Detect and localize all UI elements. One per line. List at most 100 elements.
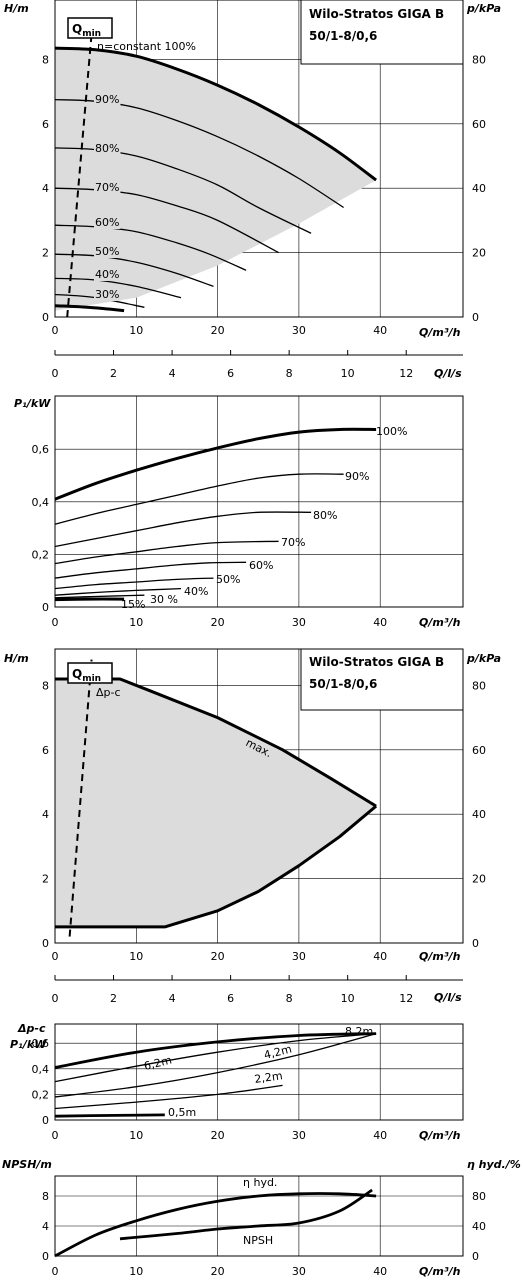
qmin-line [68,659,93,937]
flow-ls-axis-2: Q/l/s 0 2 4 6 8 10 12 [52,975,463,1005]
label-bg [94,181,121,194]
qmin-label: Qmin [72,22,101,39]
x-ticks: 0 10 20 30 40 [52,324,388,337]
title-model: 50/1-8/0,6 [309,29,377,43]
x-tick-label: 40 [373,1129,387,1142]
curve-label: 50% [216,573,240,586]
y2-tick-label: 20 [472,247,486,260]
y-tick-label: 8 [42,679,49,692]
curve-label: 40% [184,585,208,598]
x-tick-label: 10 [129,1265,143,1278]
x-tick-label: 30 [292,616,306,629]
ls-ticks: 0 2 4 6 8 10 12 [52,350,413,380]
subtitle-n-constant: n=constant 100% [97,40,196,53]
y-ticks: 0 0,2 0,4 0,6 [32,1037,50,1127]
curve-label: 2,2m [254,1069,284,1086]
power-curve-80 [54,511,312,548]
curve-40pct [54,277,182,299]
y-tick-label: 0 [42,1250,49,1263]
y2-ticks: 0 20 40 60 80 [472,679,486,950]
y-axis-label-p1: P₁/kW [10,1038,47,1051]
x-tick-label: 0 [52,324,59,337]
npsh-curve [119,1188,373,1241]
x-tick-label: 20 [211,616,225,629]
curve-label: NPSH [243,1234,273,1247]
power-curve-70 [54,540,279,565]
y2-tick-label: 40 [472,808,486,821]
x-tick-label: 0 [52,1265,59,1278]
y-tick-label: 0 [42,311,49,324]
grid [55,396,463,607]
ls-tick-label: 10 [341,992,355,1005]
power-curves-chart: P₁/kW Q/m³/h 0 10 20 30 40 0 0,2 0,4 0,6 100% 90… [14,395,464,629]
dpc-power-chart: Δp-c P₁/kW Q/m³/h 0 10 20 30 40 0 0,2 0,4 0,6 8… [10,1022,464,1142]
x-tick-label: 40 [373,616,387,629]
y2-tick-label: 80 [472,53,486,66]
title-model: 50/1-8/0,6 [309,677,377,691]
curve-60pct [54,224,247,271]
y-axis-label-npsh: NPSH/m [2,1158,52,1171]
dpc-power-curve-62m [54,1032,377,1083]
curve-100pct [54,46,377,182]
curve-max [55,677,377,808]
ls-tick-label: 10 [341,367,355,380]
y2-ticks: 0 40 80 [472,1190,486,1263]
x-axis-label-q: Q/m³/h [419,950,461,963]
x-tick-label: 20 [211,1129,225,1142]
ls-tick-label: 4 [169,367,176,380]
power-curves [54,1032,377,1118]
y2-tick-label: 80 [472,1190,486,1203]
y-tick-label: 0,4 [32,496,50,509]
ls-tick-label: 6 [227,992,234,1005]
y2-tick-label: 0 [472,311,479,324]
dpc-power-curve-82m [54,1032,377,1069]
y-tick-label: 0,2 [32,548,50,561]
curve-label: η hyd. [243,1176,277,1189]
x-tick-label: 20 [211,1265,225,1278]
power-curve-90 [54,473,344,525]
x-ticks: 0 10 20 30 40 [52,1265,388,1278]
y2-tick-label: 60 [472,744,486,757]
y2-ticks: 0 20 40 60 80 [472,53,486,324]
y-tick-label: 0 [42,601,49,614]
x-tick-label: 30 [292,1129,306,1142]
curve-labels: 90% 80% 70% 60% 50% 40% 30% [94,93,121,301]
head-curves-chart: Wilo-Stratos GIGA B 50/1-8/0,6 Qmin H/m … [4,0,501,339]
y2-tick-label: 0 [472,1250,479,1263]
x-axis-label-q: Q/m³/h [419,1129,461,1142]
curve-label: 90% [95,93,119,106]
y-ticks: 0 0,2 0,4 0,6 [32,443,50,614]
x-axis-label-q: Q/m³/h [419,616,461,629]
x-tick-label: 10 [129,324,143,337]
x-tick-label: 40 [373,1265,387,1278]
curve-label: 6,2m [143,1053,174,1072]
x-tick-label: 30 [292,1265,306,1278]
curve-labels: η hyd. NPSH [243,1176,277,1247]
x-ticks: 0 10 20 30 40 [52,950,388,963]
y-tick-label: 0 [42,937,49,950]
x-tick-label: 10 [129,1129,143,1142]
ls-tick-label: 8 [286,367,293,380]
power-curve-50 [54,577,214,590]
x-axis-label-q: Q/m³/h [419,1265,461,1278]
y-tick-label: 2 [42,247,49,260]
npsh-eta-curves [54,1188,377,1258]
y-tick-label: 0,6 [32,443,50,456]
plot-frame [54,1023,464,1121]
plot-frame [54,0,464,318]
x-tick-label: 40 [373,950,387,963]
y-ticks: 0 2 4 6 8 [42,53,49,324]
y-tick-label: 0,6 [32,1037,50,1050]
curve-label: 80% [313,509,337,522]
curve-label: 60% [249,559,273,572]
y-axis-label-h: H/m [4,2,29,15]
x-tick-label: 20 [211,950,225,963]
curve-label: 30 % [150,593,178,606]
operating-range-area [55,48,377,311]
x-axis-label-qls: Q/l/s [434,991,462,1004]
ls-tick-label: 12 [399,992,413,1005]
title-box [300,0,464,65]
power-curve-30 [54,594,145,599]
